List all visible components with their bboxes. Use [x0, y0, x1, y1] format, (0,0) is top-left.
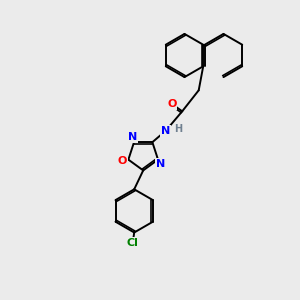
Text: N: N: [161, 126, 170, 136]
Text: O: O: [118, 156, 127, 166]
Text: O: O: [167, 99, 176, 109]
Text: Cl: Cl: [127, 238, 139, 248]
Text: H: H: [174, 124, 182, 134]
Text: N: N: [128, 132, 137, 142]
Text: N: N: [156, 159, 165, 169]
